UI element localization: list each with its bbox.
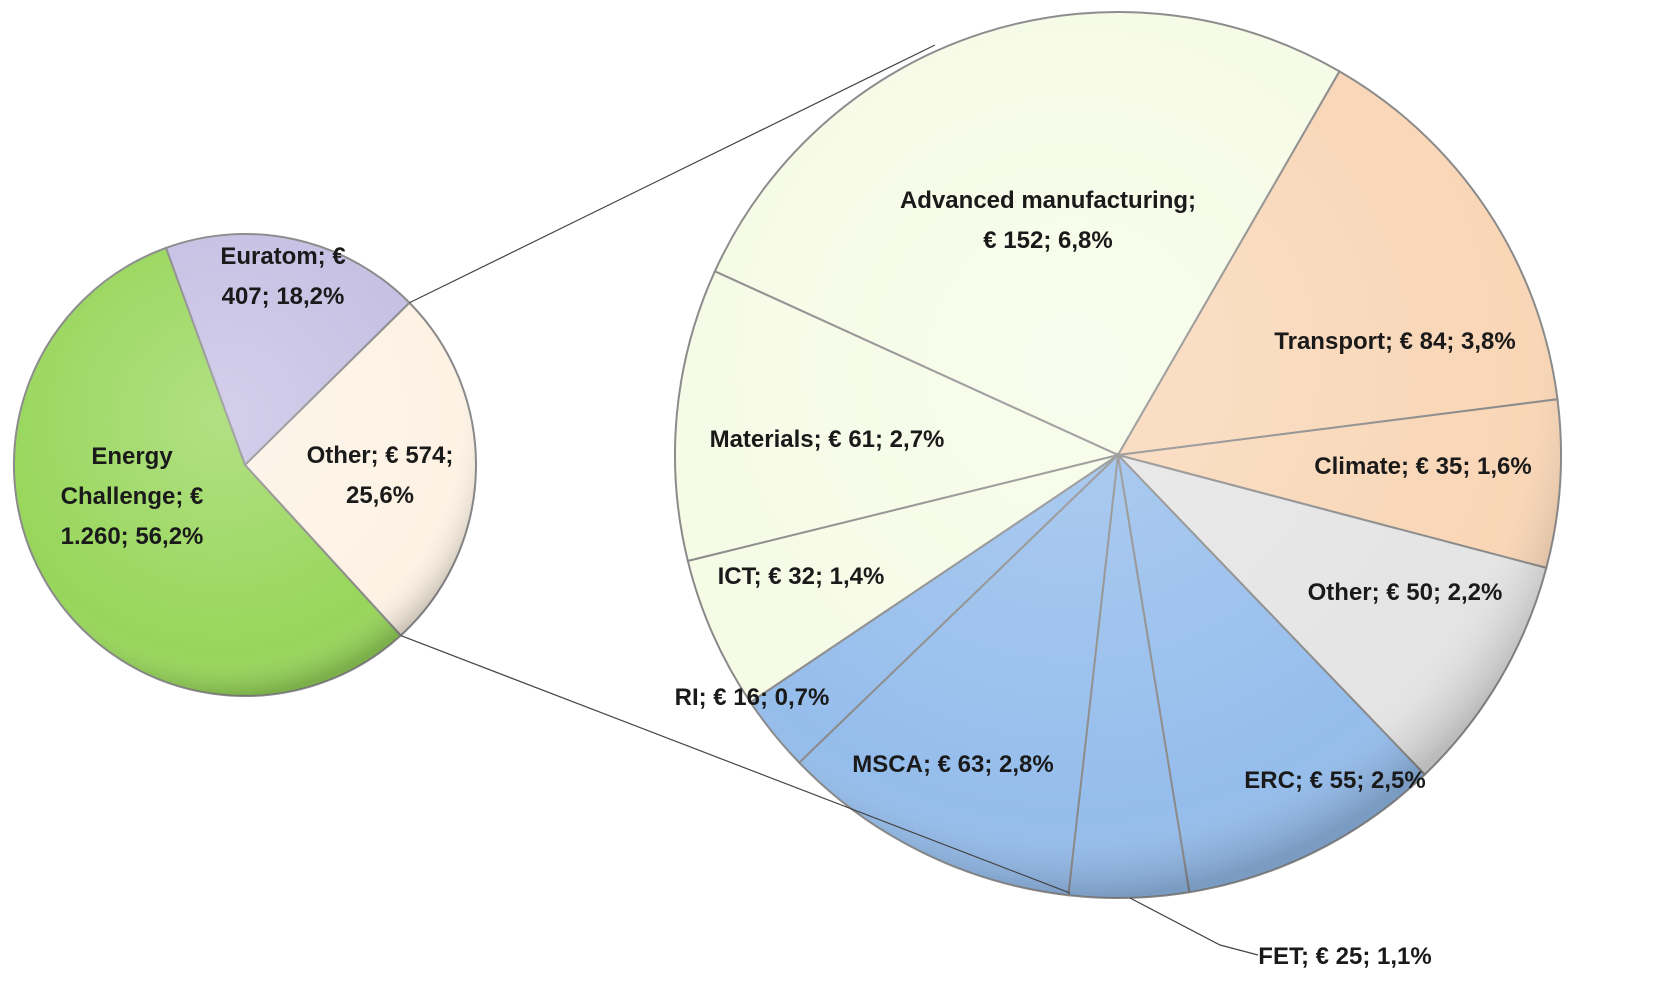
slice-label: Other; € 574; 25,6%: [307, 442, 454, 509]
slice-label: Climate; € 35; 1,6%: [1314, 453, 1531, 480]
slice-label: ERC; € 55; 2,5%: [1244, 767, 1425, 794]
slice-label: Materials; € 61; 2,7%: [710, 426, 945, 453]
slice-label: Euratom; €407; 18,2%: [220, 243, 345, 310]
connector-line: [400, 634, 1071, 894]
slice-label: Other; € 50; 2,2%: [1308, 579, 1503, 606]
slice-label: ICT; € 32; 1,4%: [718, 563, 885, 590]
slice-label: FET; € 25; 1,1%: [1258, 943, 1431, 970]
connector-line: [409, 44, 936, 304]
slice-label: Energy Challenge; €1.260; 56,2%: [61, 443, 204, 550]
leader-line: [1129, 897, 1259, 956]
slice-label: Transport; € 84; 3,8%: [1274, 328, 1515, 355]
slice-label: Advanced manufacturing; € 152; 6,8%: [900, 187, 1196, 254]
slice-label: RI; € 16; 0,7%: [675, 684, 830, 711]
slice-label: MSCA; € 63; 2,8%: [852, 751, 1053, 778]
